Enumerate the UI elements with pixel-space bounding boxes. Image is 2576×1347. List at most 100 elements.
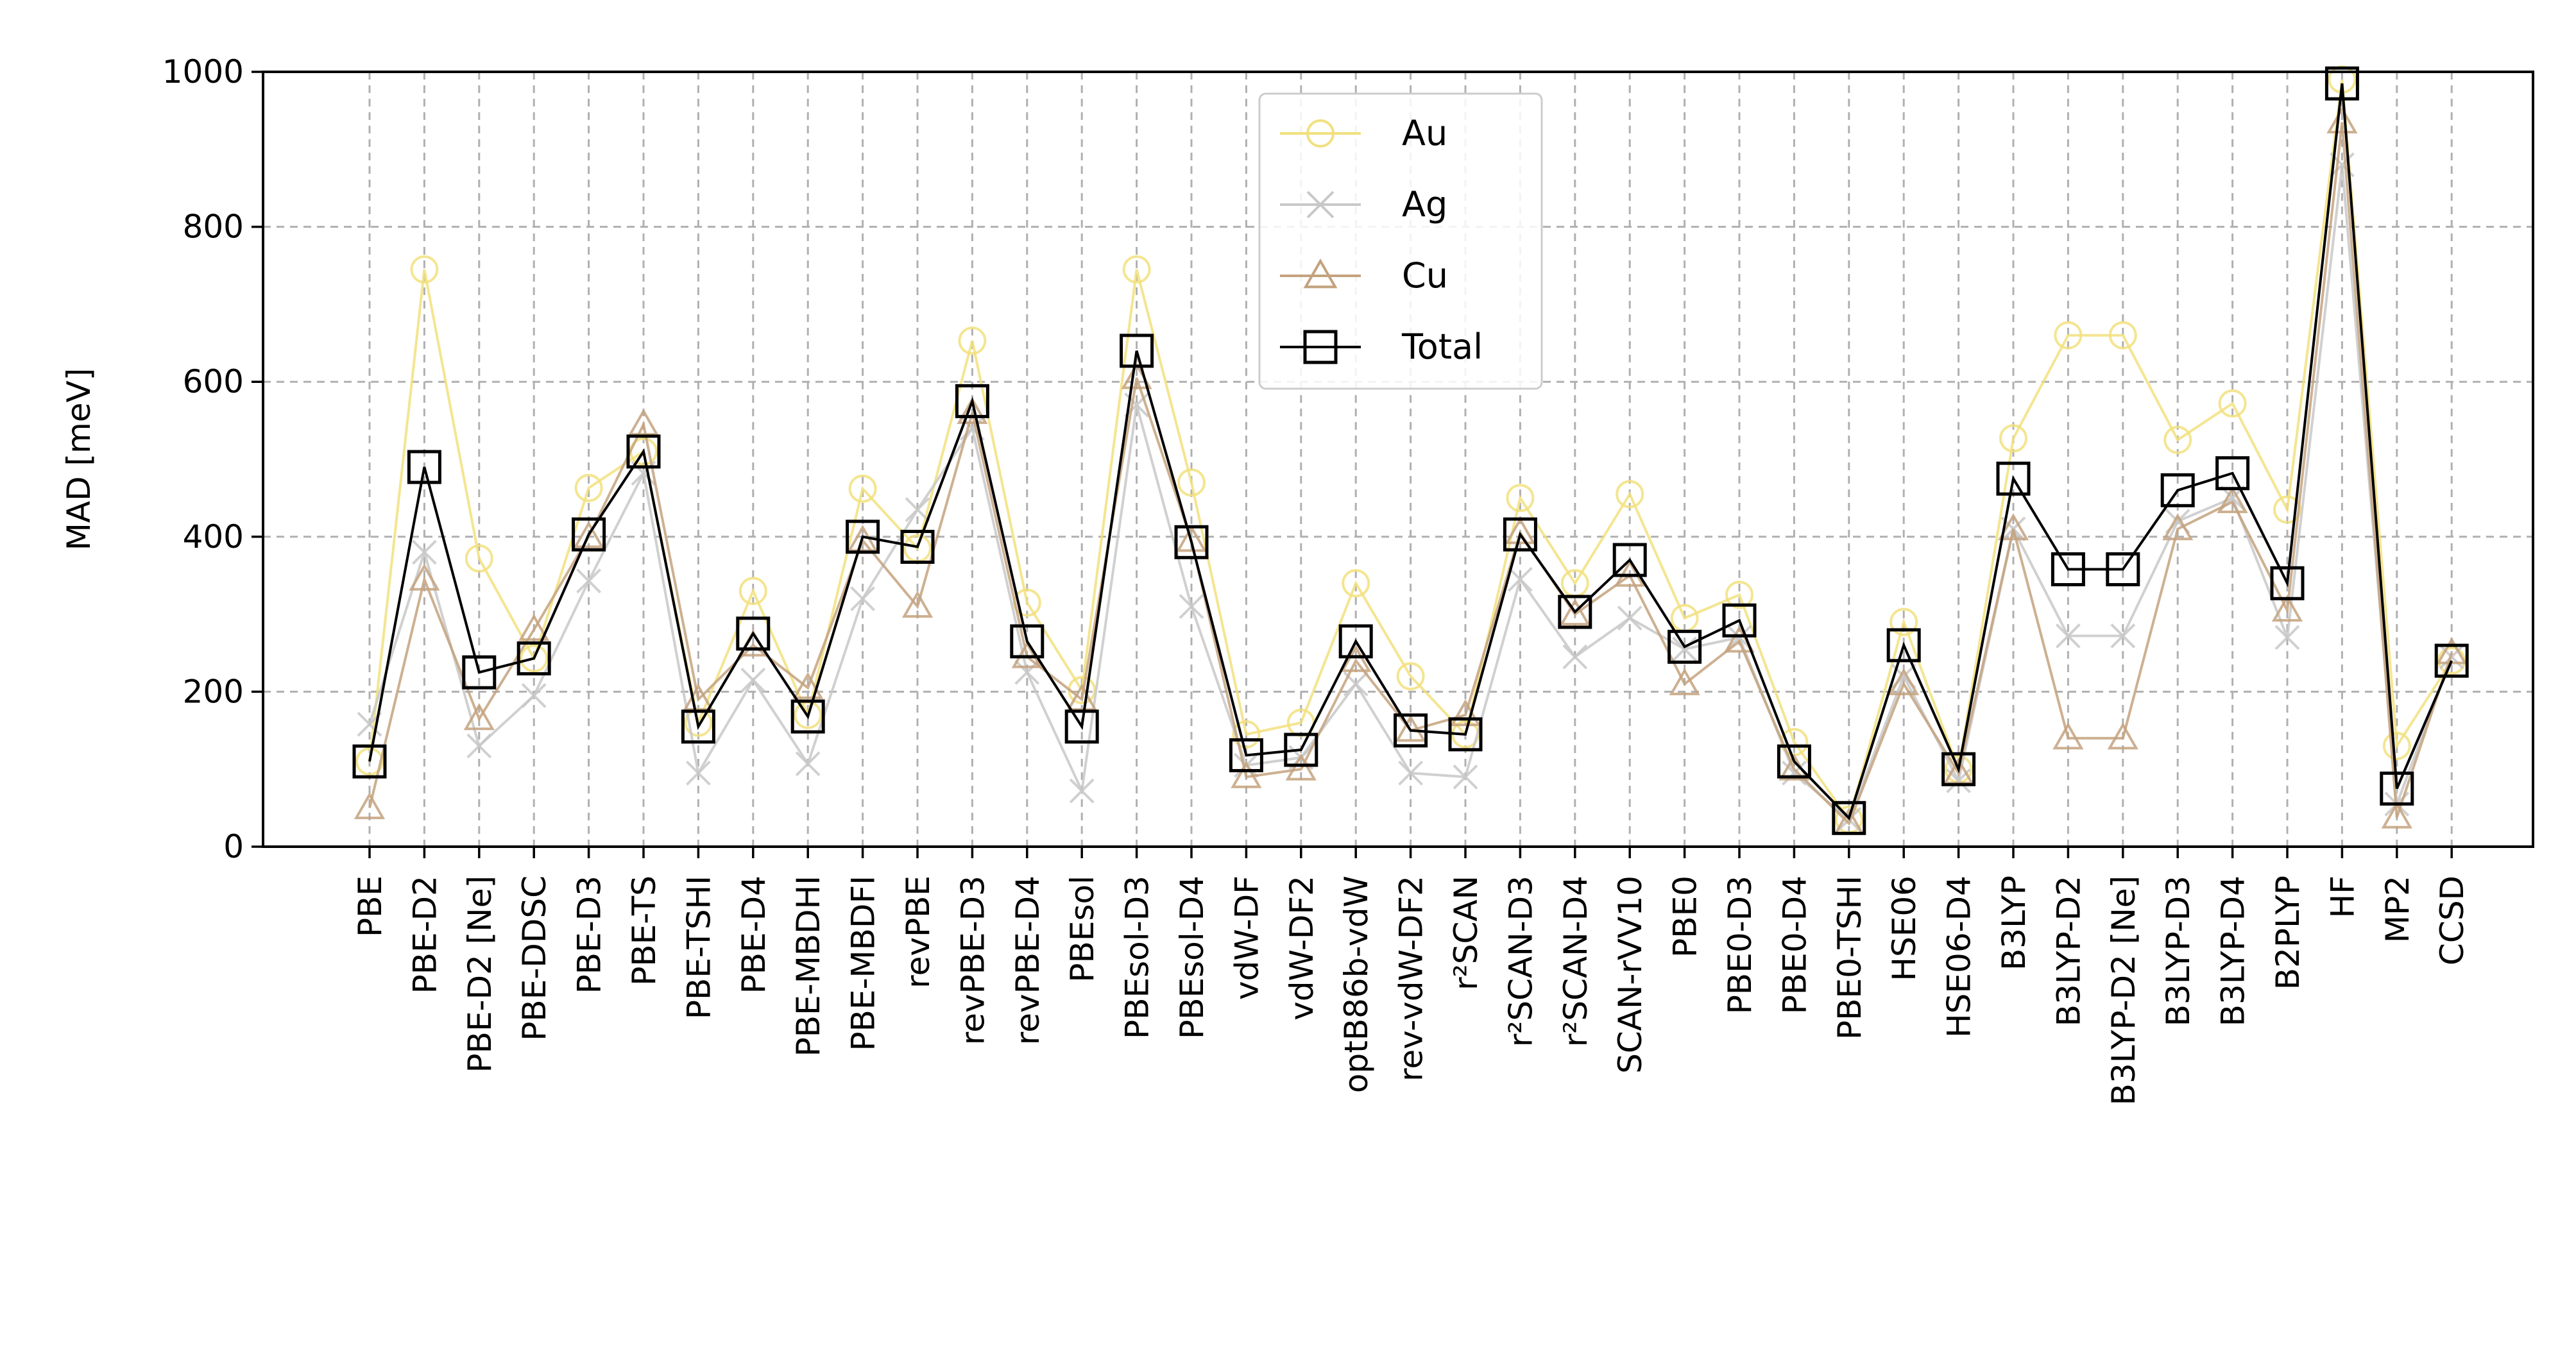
x-tick-label: B3LYP-D2	[2050, 876, 2087, 1026]
data-point-total	[790, 699, 825, 734]
data-point-ag	[2110, 623, 2136, 648]
legend-label-au: Au	[1402, 113, 1447, 153]
series-line-total	[368, 83, 2453, 821]
data-point-total	[626, 434, 661, 469]
data-point-ag	[576, 568, 602, 594]
data-point-au	[574, 473, 603, 502]
data-point-au	[1396, 662, 1425, 691]
data-point-cu	[1997, 513, 2029, 541]
data-point-au	[2108, 321, 2137, 350]
x-tick-label: rev-vdW-DF2	[1393, 876, 1430, 1081]
data-point-ag	[1672, 636, 1698, 662]
legend-item-total: Total	[1280, 326, 1483, 367]
data-point-cu	[1175, 525, 1207, 552]
data-point-ag	[411, 539, 437, 565]
legend-marker-cu	[1303, 258, 1338, 289]
data-point-cu	[463, 702, 495, 731]
data-point-total	[407, 450, 441, 484]
data-point-total	[516, 641, 551, 675]
data-point-ag	[1179, 594, 1204, 619]
x-tick-label: PBE-D4	[735, 876, 772, 994]
x-tick-label: r²SCAN	[1447, 876, 1485, 990]
x-tick-label: B3LYP	[1995, 876, 2033, 970]
data-point-au	[1999, 424, 2027, 453]
data-point-total	[2160, 473, 2195, 507]
x-tick-label: PBE0-D3	[1721, 876, 1759, 1014]
series-layer	[352, 65, 2469, 835]
data-point-ag	[1562, 644, 1588, 670]
data-point-total	[352, 744, 387, 779]
data-point-cu	[1231, 761, 1262, 788]
x-tick-label: B3LYP-D3	[2160, 876, 2197, 1026]
data-point-total	[2324, 66, 2359, 101]
data-point-cu	[1285, 753, 1317, 781]
x-tick-label: B3LYP-D4	[2215, 876, 2252, 1026]
y-tick-label: 200	[183, 673, 244, 710]
data-point-ag	[1781, 760, 1807, 786]
x-tick-label: revPBE-D3	[954, 876, 991, 1045]
x-tick-label: revPBE-D4	[1009, 876, 1046, 1045]
data-point-au	[958, 326, 987, 355]
legend-label-total: Total	[1401, 326, 1483, 367]
x-tick-label: HSE06	[1886, 876, 1923, 981]
data-point-total	[2270, 566, 2305, 600]
data-point-total	[955, 384, 989, 418]
data-point-total	[1338, 624, 1373, 659]
data-point-au	[520, 644, 549, 673]
data-point-cu	[901, 590, 934, 618]
x-tick-label: SCAN-rVV10	[1612, 876, 1649, 1074]
data-point-cu	[627, 408, 660, 436]
data-point-total	[1010, 624, 1045, 659]
data-point-au	[2273, 495, 2301, 524]
data-point-total	[681, 709, 715, 744]
data-point-total	[900, 530, 935, 564]
legend-item-ag: Ag	[1280, 184, 1447, 224]
data-point-au	[465, 544, 493, 573]
series-ag	[357, 152, 2464, 833]
data-point-cu	[2326, 106, 2358, 134]
x-tick-label: HSE06-D4	[1941, 876, 1978, 1038]
x-tick-label: PBE-MBDHI	[790, 876, 827, 1056]
legend-label-ag: Ag	[1402, 184, 1447, 224]
data-point-total	[1174, 525, 1209, 559]
x-tick-label: PBE-D3	[571, 876, 608, 994]
data-point-total	[462, 655, 497, 690]
data-point-cu	[1559, 598, 1591, 626]
x-tick-label: PBEsol-D3	[1119, 876, 1156, 1039]
data-point-total	[1229, 738, 1263, 772]
x-tick-label: PBEsol	[1064, 876, 1101, 983]
data-point-cu	[1395, 715, 1426, 742]
data-point-total	[2106, 552, 2140, 587]
x-tick-label: CCSD	[2434, 876, 2471, 965]
data-point-ag	[2274, 625, 2300, 650]
x-tick-label: vdW-DF2	[1283, 876, 1320, 1021]
x-tick-label: B3LYP-D2 [Ne]	[2105, 876, 2142, 1105]
data-point-au	[1232, 720, 1261, 749]
data-point-total	[736, 616, 771, 651]
data-point-total	[2434, 643, 2469, 678]
data-point-ag	[521, 683, 547, 708]
data-point-ag	[1069, 778, 1095, 804]
data-point-cu	[1340, 645, 1372, 672]
x-tick-label: PBE-D2	[406, 876, 443, 994]
data-point-cu	[2271, 594, 2303, 622]
x-tick-label: optB86b-vdW	[1338, 876, 1375, 1093]
legend-marker-ag	[1306, 191, 1335, 219]
data-point-total	[1668, 629, 1702, 664]
data-point-cu	[792, 672, 824, 699]
x-tick-label: revPBE	[900, 876, 937, 988]
y-tick-label: 800	[183, 208, 244, 246]
data-point-total	[1503, 517, 1537, 552]
data-point-cu	[957, 396, 988, 425]
x-tick-label: r²SCAN-D4	[1557, 876, 1594, 1047]
data-point-ag	[1398, 760, 1424, 786]
y-tick-label: 0	[223, 828, 244, 865]
data-point-au	[355, 747, 384, 776]
data-point-total	[1558, 595, 1592, 629]
data-point-cu	[1669, 668, 1700, 695]
data-point-total	[2215, 456, 2250, 491]
x-tick-label: PBE-TS	[626, 876, 663, 986]
data-point-ag	[2055, 623, 2081, 648]
data-point-total	[1941, 752, 1976, 786]
data-point-au	[2163, 425, 2192, 454]
